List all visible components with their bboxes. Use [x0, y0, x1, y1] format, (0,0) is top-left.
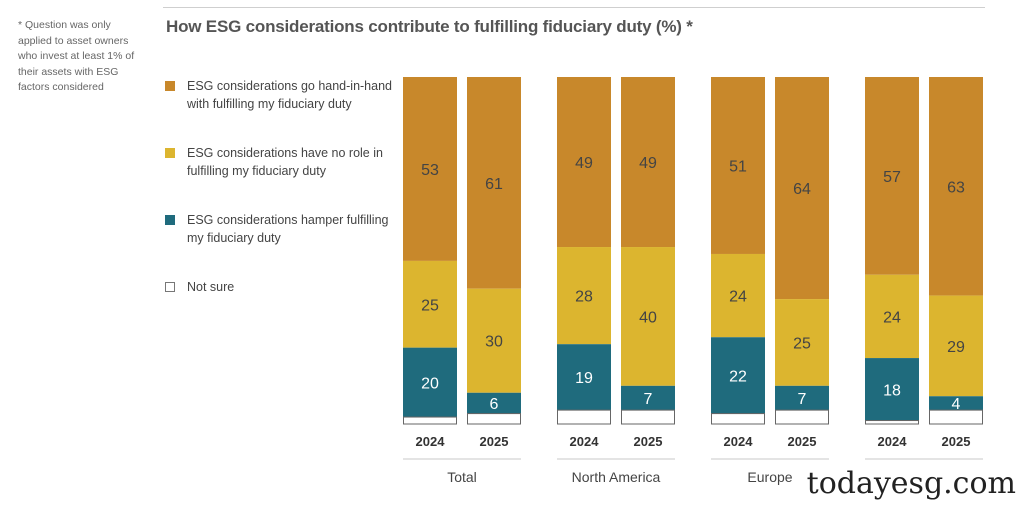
data-label: 49	[575, 155, 593, 172]
chart-title: How ESG considerations contribute to ful…	[166, 17, 693, 36]
data-label: 18	[883, 382, 901, 399]
bar-segment	[467, 288, 521, 393]
data-label: 6	[490, 396, 499, 413]
bar-segment	[557, 409, 611, 425]
data-label: 40	[639, 309, 657, 326]
group-label: Europe	[747, 469, 792, 485]
legend-swatch	[165, 81, 175, 91]
bar-segment	[929, 396, 983, 411]
data-label: 25	[793, 335, 811, 352]
top-rule	[163, 7, 985, 8]
bar-segment	[557, 77, 611, 248]
data-label: 19	[575, 370, 593, 387]
bar-segment	[711, 337, 765, 414]
legend-swatch	[165, 282, 175, 292]
data-label: 7	[644, 391, 653, 408]
data-label: 22	[729, 368, 747, 385]
data-label: 24	[729, 289, 747, 306]
bar-segment	[467, 413, 521, 425]
legend-swatch	[165, 215, 175, 225]
year-label: 2025	[788, 434, 817, 449]
bar-segment	[865, 420, 919, 425]
footnote: * Question was only applied to asset own…	[18, 19, 135, 93]
year-label: 2024	[416, 434, 446, 449]
bar-segment	[467, 392, 521, 414]
data-label: 53	[421, 162, 439, 179]
bar-segment	[929, 295, 983, 397]
year-label: 2024	[724, 434, 754, 449]
year-label: 2024	[570, 434, 600, 449]
group-label: Total	[447, 469, 477, 485]
data-label: 4	[952, 396, 961, 413]
legend-label: ESG considerations have no role in fulfi…	[187, 146, 383, 178]
year-label: 2025	[634, 434, 663, 449]
bar-segment	[929, 409, 983, 425]
data-label: 57	[883, 169, 901, 186]
bar-segment	[865, 358, 919, 421]
bar-segment	[403, 260, 457, 348]
bar-segment	[557, 344, 611, 411]
year-label: 2025	[480, 434, 509, 449]
data-label: 25	[421, 297, 439, 314]
data-label: 61	[485, 176, 503, 193]
legend-label: ESG considerations go hand-in-hand with …	[187, 79, 392, 111]
bar-segment	[621, 409, 675, 425]
year-label: 2025	[942, 434, 971, 449]
bar-segment	[557, 247, 611, 345]
bar-segment	[621, 247, 675, 386]
data-label: 7	[798, 391, 807, 408]
watermark: todayesg.com	[802, 466, 1020, 501]
bar-segment	[711, 413, 765, 425]
bar-segment	[929, 77, 983, 296]
bar-segment	[467, 77, 521, 289]
year-label: 2024	[878, 434, 908, 449]
bar-segment	[775, 385, 829, 411]
bar-segment	[711, 253, 765, 338]
data-label: 29	[947, 339, 965, 356]
bar-segment	[865, 77, 919, 275]
group-label: North America	[572, 469, 661, 485]
bar-segment	[403, 416, 457, 425]
legend-swatch	[165, 148, 175, 158]
data-label: 30	[485, 334, 503, 351]
bar-segment	[621, 385, 675, 411]
bar-segment	[711, 77, 765, 254]
data-label: 20	[421, 375, 439, 392]
bar-segment	[775, 299, 829, 386]
bar-segment	[403, 77, 457, 261]
data-label: 24	[883, 309, 901, 326]
bar-segment	[865, 274, 919, 359]
data-label: 63	[947, 179, 965, 196]
data-label: 64	[793, 181, 811, 198]
bar-segment	[403, 347, 457, 418]
data-label: 51	[729, 158, 747, 175]
legend-label: ESG considerations hamper fulfilling my …	[187, 213, 389, 245]
legend-label: Not sure	[187, 280, 235, 294]
bar-segment	[621, 77, 675, 248]
data-label: 28	[575, 289, 593, 306]
data-label: 49	[639, 155, 657, 172]
bar-segment	[775, 77, 829, 300]
bar-segment	[775, 409, 829, 425]
